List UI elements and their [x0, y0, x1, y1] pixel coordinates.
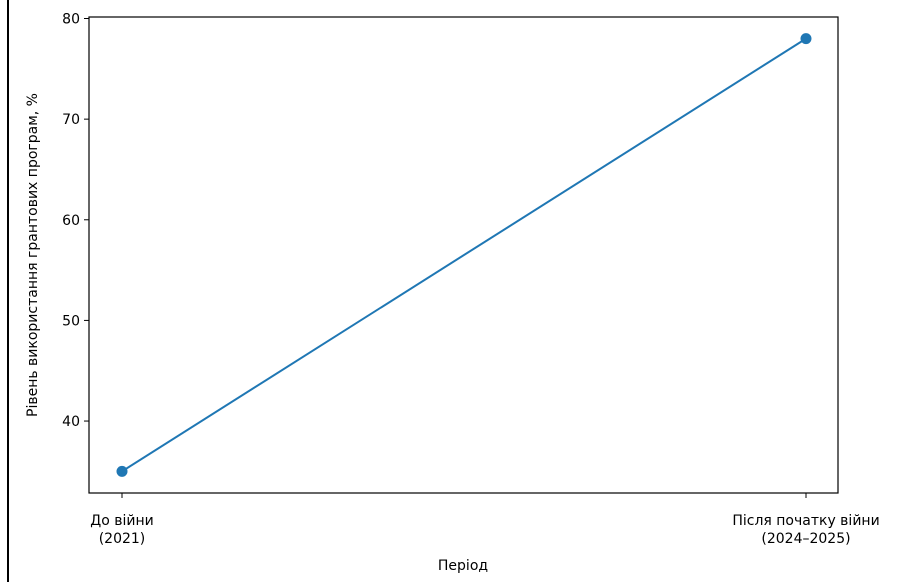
data-point — [800, 33, 812, 45]
x-tick-label: Після початку війни — [732, 513, 879, 529]
x-axis: До війни (2021) Після початку війни (2024–2… — [90, 493, 880, 547]
series-layer — [116, 33, 812, 477]
x-tick-label: (2021) — [99, 531, 146, 547]
x-axis-label: Період — [438, 558, 488, 574]
data-point — [116, 465, 128, 477]
series-line — [121, 37, 807, 473]
y-tick-label: 70 — [62, 112, 80, 128]
y-tick-label: 50 — [62, 313, 80, 329]
y-axis-label: Рівень використання грантових програм, % — [25, 93, 41, 417]
y-tick-label: 40 — [62, 414, 80, 430]
y-tick-label: 60 — [62, 213, 80, 229]
y-axis: 40 50 60 70 80 — [62, 12, 89, 430]
x-tick-label: До війни — [90, 513, 153, 529]
y-tick-label: 80 — [62, 12, 80, 28]
left-border-rule — [7, 0, 9, 582]
x-tick-label: (2024–2025) — [761, 531, 850, 547]
